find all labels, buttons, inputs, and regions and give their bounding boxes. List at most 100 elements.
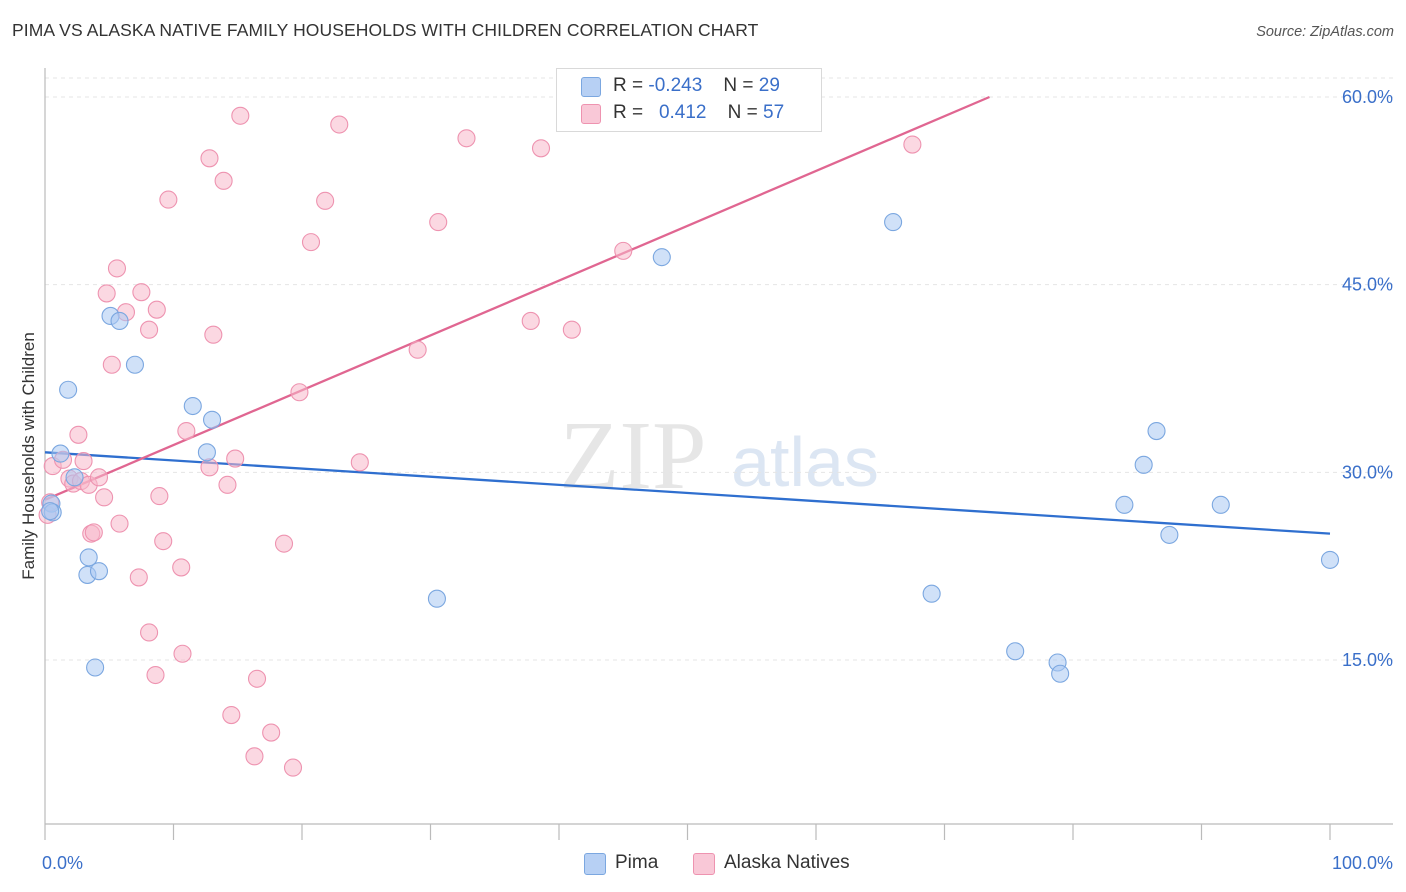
alaska-point xyxy=(262,723,281,742)
alaska-point xyxy=(245,747,264,766)
alaska-point xyxy=(150,487,169,506)
pima-point xyxy=(125,355,144,374)
trend-line-alaska xyxy=(44,95,990,501)
alaska-point xyxy=(140,623,159,642)
alaska-point xyxy=(177,421,196,441)
alaska-point xyxy=(146,665,165,685)
alaska-point xyxy=(614,241,633,260)
pima-point xyxy=(652,248,671,267)
legend-pima-text: R = -0.243 N = 29 xyxy=(613,75,780,97)
x-tick-label: 100.0% xyxy=(1332,853,1393,873)
alaska-point xyxy=(110,514,129,533)
alaska-point xyxy=(903,135,922,154)
alaska-point xyxy=(301,233,321,252)
alaska-point xyxy=(173,644,192,663)
alaska-point xyxy=(154,532,173,551)
alaska-point xyxy=(107,259,127,278)
alaska-n-value: 57 xyxy=(763,102,785,123)
chart-title: PIMA VS ALASKA NATIVE FAMILY HOUSEHOLDS … xyxy=(12,20,759,40)
pima-n-label: N = xyxy=(723,75,754,96)
alaska-point xyxy=(290,383,309,402)
alaska-point xyxy=(316,191,335,210)
pima-point xyxy=(89,562,109,581)
bottom-alaska-swatch xyxy=(693,853,715,875)
watermark-atlas: atlas xyxy=(731,423,879,501)
bottom-pima-label: Pima xyxy=(615,852,659,873)
alaska-r-value: 0.412 xyxy=(658,102,707,123)
alaska-point xyxy=(222,705,241,725)
alaska-point xyxy=(89,468,109,487)
pima-point xyxy=(1051,664,1070,683)
y-tick-label: 30.0% xyxy=(1342,462,1393,482)
alaska-point xyxy=(129,568,148,587)
pima-point xyxy=(427,589,446,608)
alaska-point xyxy=(283,758,303,777)
alaska-point xyxy=(95,488,114,507)
alaska-point xyxy=(562,320,581,339)
pima-point xyxy=(183,396,202,416)
alaska-point xyxy=(231,106,250,125)
pima-point xyxy=(922,584,941,603)
alaska-point xyxy=(204,325,223,344)
alaska-point xyxy=(330,115,349,134)
alaska-point xyxy=(147,300,166,319)
alaska-point xyxy=(84,523,103,542)
pima-point xyxy=(110,311,129,330)
y-tick-label: 45.0% xyxy=(1342,275,1393,295)
pima-point xyxy=(203,410,222,429)
y-tick-label: 15.0% xyxy=(1342,650,1393,670)
pima-swatch xyxy=(581,77,601,97)
pima-point xyxy=(884,213,903,232)
alaska-point xyxy=(140,320,159,339)
trend-lines xyxy=(44,95,1331,535)
alaska-point xyxy=(521,311,540,330)
alaska-point xyxy=(132,283,151,302)
correlation-legend: R = -0.243 N = 29 R = 0.412 N = 57 xyxy=(556,68,822,132)
pima-point xyxy=(197,443,216,462)
alaska-n-label: N = xyxy=(727,102,758,123)
pima-point xyxy=(1006,642,1025,661)
alaska-point xyxy=(218,475,237,494)
alaska-point xyxy=(172,558,191,577)
pima-point xyxy=(65,468,84,487)
alaska-point xyxy=(74,452,93,471)
alaska-point xyxy=(350,453,369,472)
alaska-point xyxy=(408,340,427,359)
alaska-swatch xyxy=(581,104,601,124)
legend-alaska-text: R = 0.412 N = 57 xyxy=(613,102,784,124)
alaska-point xyxy=(102,355,121,374)
pima-r-value: -0.243 xyxy=(648,75,703,96)
y-tick-label: 60.0% xyxy=(1342,87,1393,107)
pima-point xyxy=(1115,495,1134,514)
alaska-point xyxy=(69,425,88,444)
pima-point xyxy=(1134,455,1153,474)
bottom-pima-swatch xyxy=(584,853,606,875)
alaska-point xyxy=(200,458,219,477)
alaska-point xyxy=(457,129,476,148)
alaska-point xyxy=(200,149,219,168)
pima-point xyxy=(79,548,98,567)
pima-point xyxy=(1147,421,1166,441)
pima-point xyxy=(1211,495,1230,514)
alaska-point xyxy=(214,171,233,190)
trend-line-pima xyxy=(44,451,1331,535)
pima-n-value: 29 xyxy=(758,75,780,96)
x-tick-label: 0.0% xyxy=(42,853,83,873)
axis-labels: 15.0% 30.0% 45.0% 60.0% 0.0% 100.0% Family Hou… xyxy=(19,87,1393,873)
alaska-point xyxy=(247,669,267,688)
axes xyxy=(44,68,1393,840)
alaska-point xyxy=(226,449,245,468)
alaska-point xyxy=(97,284,116,303)
bottom-alaska-label: Alaska Natives xyxy=(724,852,850,873)
data-points xyxy=(38,106,1340,777)
pima-point xyxy=(41,502,60,521)
alaska-point xyxy=(274,534,294,553)
source-credit: Source: ZipAtlas.com xyxy=(1256,24,1394,40)
alaska-point xyxy=(531,139,551,158)
pima-r-label: R = xyxy=(613,75,644,96)
alaska-r-label: R = xyxy=(613,102,644,123)
pima-point xyxy=(59,380,78,399)
pima-point xyxy=(86,658,105,677)
pima-point xyxy=(1160,525,1179,544)
